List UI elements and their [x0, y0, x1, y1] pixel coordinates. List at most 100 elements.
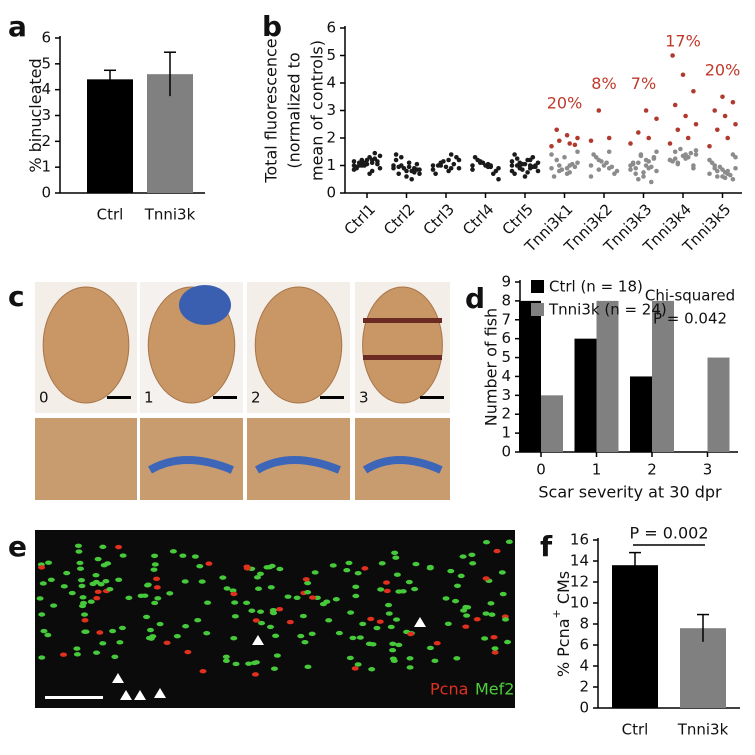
data-point: [564, 132, 570, 138]
data-point: [443, 164, 449, 170]
y-tick-label: 8: [501, 291, 511, 309]
data-point: [364, 157, 370, 163]
y-tick-label: 8: [579, 615, 589, 633]
data-point: [509, 163, 515, 168]
nucleus: [352, 584, 360, 590]
x-tick-label: 0: [536, 461, 546, 479]
nucleus: [385, 602, 393, 608]
y-axis-label: mean of controls): [308, 40, 327, 181]
scale-bar: [107, 396, 131, 399]
nucleus: [354, 570, 362, 576]
nucleus: [75, 549, 83, 554]
nucleus: [463, 613, 471, 618]
data-point: [693, 121, 699, 127]
y-axis-label: % binucleated: [26, 58, 45, 172]
data-point: [672, 156, 678, 161]
nucleus: [345, 560, 353, 566]
x-tick-label: Ctrl2: [380, 200, 418, 238]
nucleus: [301, 639, 309, 645]
data-point: [707, 157, 712, 163]
heart-section: [362, 286, 443, 404]
nucleus: [87, 599, 95, 604]
data-point: [406, 164, 412, 170]
nucleus: [356, 635, 364, 640]
nucleus: [204, 600, 212, 605]
y-tick-label: 0: [326, 184, 336, 202]
data-point: [369, 157, 375, 163]
data-point: [446, 157, 451, 163]
y-label-text: % Pcna: [554, 618, 573, 677]
nucleus: [253, 575, 261, 580]
panel-label: f: [540, 530, 553, 563]
data-point: [691, 88, 696, 94]
legend-swatch: [531, 280, 544, 293]
data-point: [559, 167, 565, 172]
nucleus: [393, 617, 401, 622]
data-point: [530, 164, 536, 170]
data-point: [512, 152, 517, 157]
data-point: [375, 161, 380, 167]
nucleus: [393, 572, 401, 577]
y-tick-label: 9: [501, 273, 511, 291]
data-point: [628, 167, 633, 172]
data-point: [575, 160, 580, 166]
nucleus: [276, 566, 284, 572]
nucleus: [343, 568, 351, 573]
legend-swatch: [531, 303, 544, 316]
percent-annotation: 8%: [591, 74, 616, 93]
data-point: [562, 154, 567, 160]
data-point: [430, 167, 436, 172]
data-point: [588, 174, 594, 179]
nucleus: [222, 654, 230, 659]
arrowhead: [414, 617, 426, 627]
nucleus: [304, 580, 312, 586]
nucleus: [351, 666, 359, 671]
nucleus: [125, 595, 133, 601]
nucleus: [230, 591, 238, 597]
data-point: [522, 174, 528, 179]
nucleus: [119, 553, 127, 558]
y-axis-label: % Pcna+ CMs: [550, 571, 573, 677]
y-tick-label: 6: [501, 329, 511, 347]
data-point: [596, 108, 602, 113]
scale-bar: [320, 396, 344, 399]
nucleus: [389, 656, 397, 661]
nucleus: [447, 568, 455, 574]
bar: [87, 79, 133, 193]
nucleus: [442, 596, 450, 601]
percent-annotation: 20%: [547, 93, 583, 112]
nucleus: [493, 548, 501, 554]
nucleus: [60, 652, 68, 657]
nucleus: [252, 660, 260, 665]
nucleus: [323, 599, 331, 604]
data-point: [712, 165, 717, 171]
y-tick-label: 3: [41, 106, 51, 124]
data-point: [412, 165, 417, 171]
data-point: [733, 121, 738, 127]
nucleus: [311, 570, 319, 575]
nucleus: [389, 641, 397, 647]
data-point: [399, 154, 404, 160]
data-point: [572, 142, 578, 148]
nucleus: [78, 583, 86, 589]
data-point: [414, 161, 420, 167]
nucleus: [302, 577, 310, 582]
data-point: [377, 165, 383, 171]
data-point: [591, 152, 596, 157]
data-point: [630, 160, 636, 166]
data-point: [588, 138, 594, 144]
severity-score: 3: [359, 389, 369, 407]
data-point: [599, 159, 604, 164]
x-tick-label: Ctrl: [622, 721, 649, 739]
y-tick-label: 0: [579, 699, 589, 717]
data-point: [636, 176, 641, 182]
bar: [574, 338, 597, 452]
nucleus: [184, 649, 192, 655]
y-tick-label: 1: [501, 424, 511, 442]
nucleus: [392, 555, 400, 560]
data-point: [675, 127, 681, 133]
nucleus: [229, 588, 237, 593]
y-tick-label: 2: [579, 678, 589, 696]
y-tick-label: 0: [41, 184, 51, 202]
